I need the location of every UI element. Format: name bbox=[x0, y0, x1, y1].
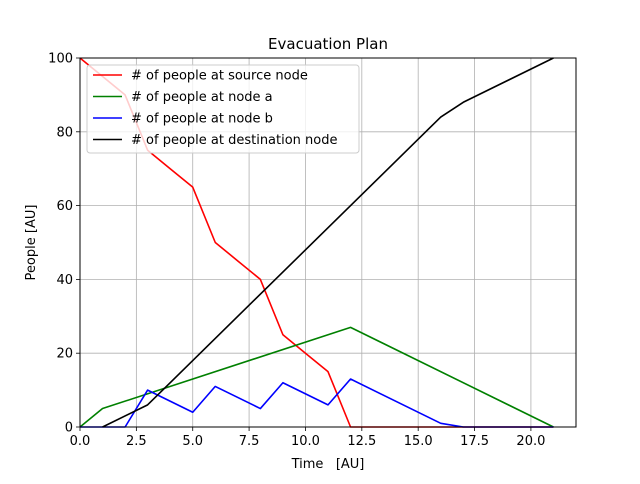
series-line-3 bbox=[102, 57, 554, 428]
legend-label-2: # of people at node b bbox=[131, 112, 273, 127]
y-tick-label: 80 bbox=[56, 125, 73, 140]
y-tick-label: 20 bbox=[56, 347, 73, 362]
legend-label-1: # of people at node a bbox=[131, 90, 273, 105]
plot-frame bbox=[79, 57, 577, 428]
x-tick-label: 5.0 bbox=[182, 434, 203, 449]
x-tick-label: 17.5 bbox=[460, 434, 489, 449]
x-tick-label: 15.0 bbox=[404, 434, 433, 449]
legend-label-0: # of people at source node bbox=[131, 69, 308, 84]
x-axis-label: Time [AU] bbox=[291, 457, 365, 472]
y-axis-label: People [AU] bbox=[24, 205, 39, 281]
y-tick-label: 60 bbox=[56, 199, 73, 214]
axis-ticks: 0.0 2.5 5.0 7.5 10.0 12.5 15.0 17.5 20.0 0 20 40 60 8… bbox=[48, 52, 545, 450]
x-tick-label: 2.5 bbox=[126, 434, 147, 449]
x-tick-label: 10.0 bbox=[291, 434, 320, 449]
x-tick-label: 12.5 bbox=[347, 434, 376, 449]
y-tick-label: 40 bbox=[56, 273, 73, 288]
legend-label-3: # of people at destination node bbox=[131, 133, 338, 148]
legend-box bbox=[86, 64, 360, 154]
legend: # of people at source node # of people at… bbox=[86, 64, 360, 154]
x-tick-label: 7.5 bbox=[239, 434, 260, 449]
x-tick-label: 0.0 bbox=[70, 434, 91, 449]
chart-title: Evacuation Plan bbox=[268, 35, 388, 53]
series-line-2 bbox=[80, 378, 554, 428]
series-line-1 bbox=[79, 326, 554, 428]
x-tick-label: 20.0 bbox=[516, 434, 545, 449]
y-tick-label: 0 bbox=[65, 421, 73, 436]
y-tick-label: 100 bbox=[48, 52, 73, 67]
